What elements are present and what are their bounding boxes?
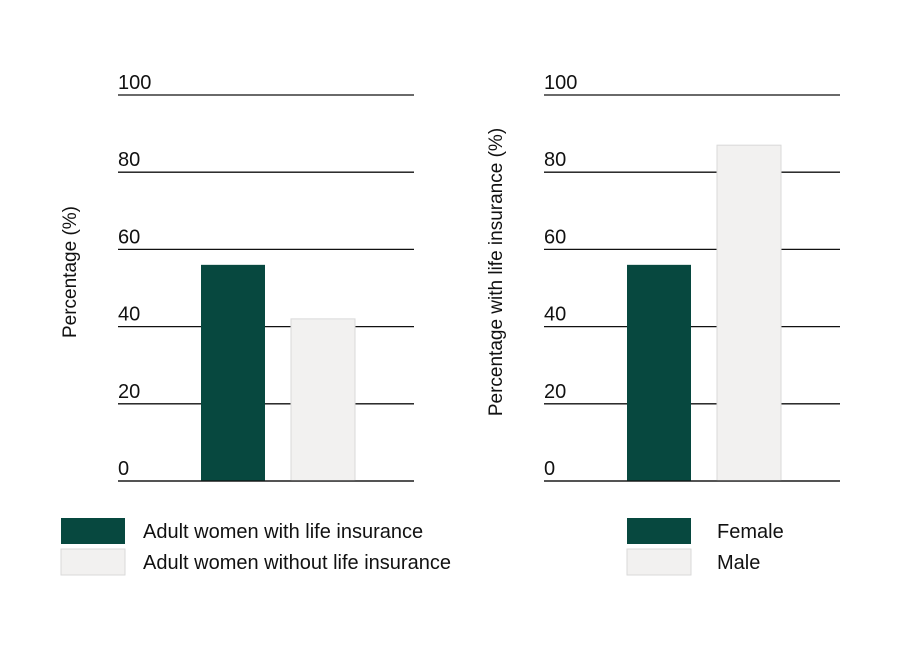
y-tick-label: 100: [118, 72, 151, 94]
chart-2: 0 20 40 60 80 100 Percentage with life insuran…: [486, 72, 840, 576]
legend-swatch: [627, 518, 691, 544]
y-axis-label: Percentage with life insurance (%): [486, 128, 507, 416]
legend-swatch: [60, 548, 126, 576]
legend-label: Adult women with life insurance: [143, 521, 423, 543]
y-tick-label: 0: [544, 458, 555, 480]
legend-swatch: [626, 548, 692, 576]
y-tick-label: 20: [118, 381, 140, 403]
legend-label: Adult women without life insurance: [143, 552, 451, 574]
bar-female: [627, 264, 691, 481]
bar-adult-women-with-life-insurance: [201, 264, 265, 481]
legend-label: Female: [717, 521, 784, 543]
y-tick-label: 40: [118, 304, 140, 326]
y-tick-label: 60: [544, 226, 566, 248]
y-tick-label: 80: [544, 149, 566, 171]
bar-male: [716, 144, 782, 482]
y-tick-label: 80: [118, 149, 140, 171]
legend: Female Male: [626, 518, 784, 576]
y-axis-label: Percentage (%): [60, 206, 81, 338]
y-tick-label: 60: [118, 226, 140, 248]
y-tick-label: 40: [544, 304, 566, 326]
y-tick-label: 20: [544, 381, 566, 403]
y-tick-label: 0: [118, 458, 129, 480]
legend-label: Male: [717, 552, 760, 574]
chart-1: 0 20 40 60 80 100 Percentage (%) Adult women wi…: [60, 72, 451, 576]
legend: Adult women with life insurance Adult wom…: [60, 518, 451, 576]
legend-swatch: [61, 518, 125, 544]
y-tick-label: 100: [544, 72, 577, 94]
bar-adult-women-without-life-insurance: [290, 318, 356, 482]
